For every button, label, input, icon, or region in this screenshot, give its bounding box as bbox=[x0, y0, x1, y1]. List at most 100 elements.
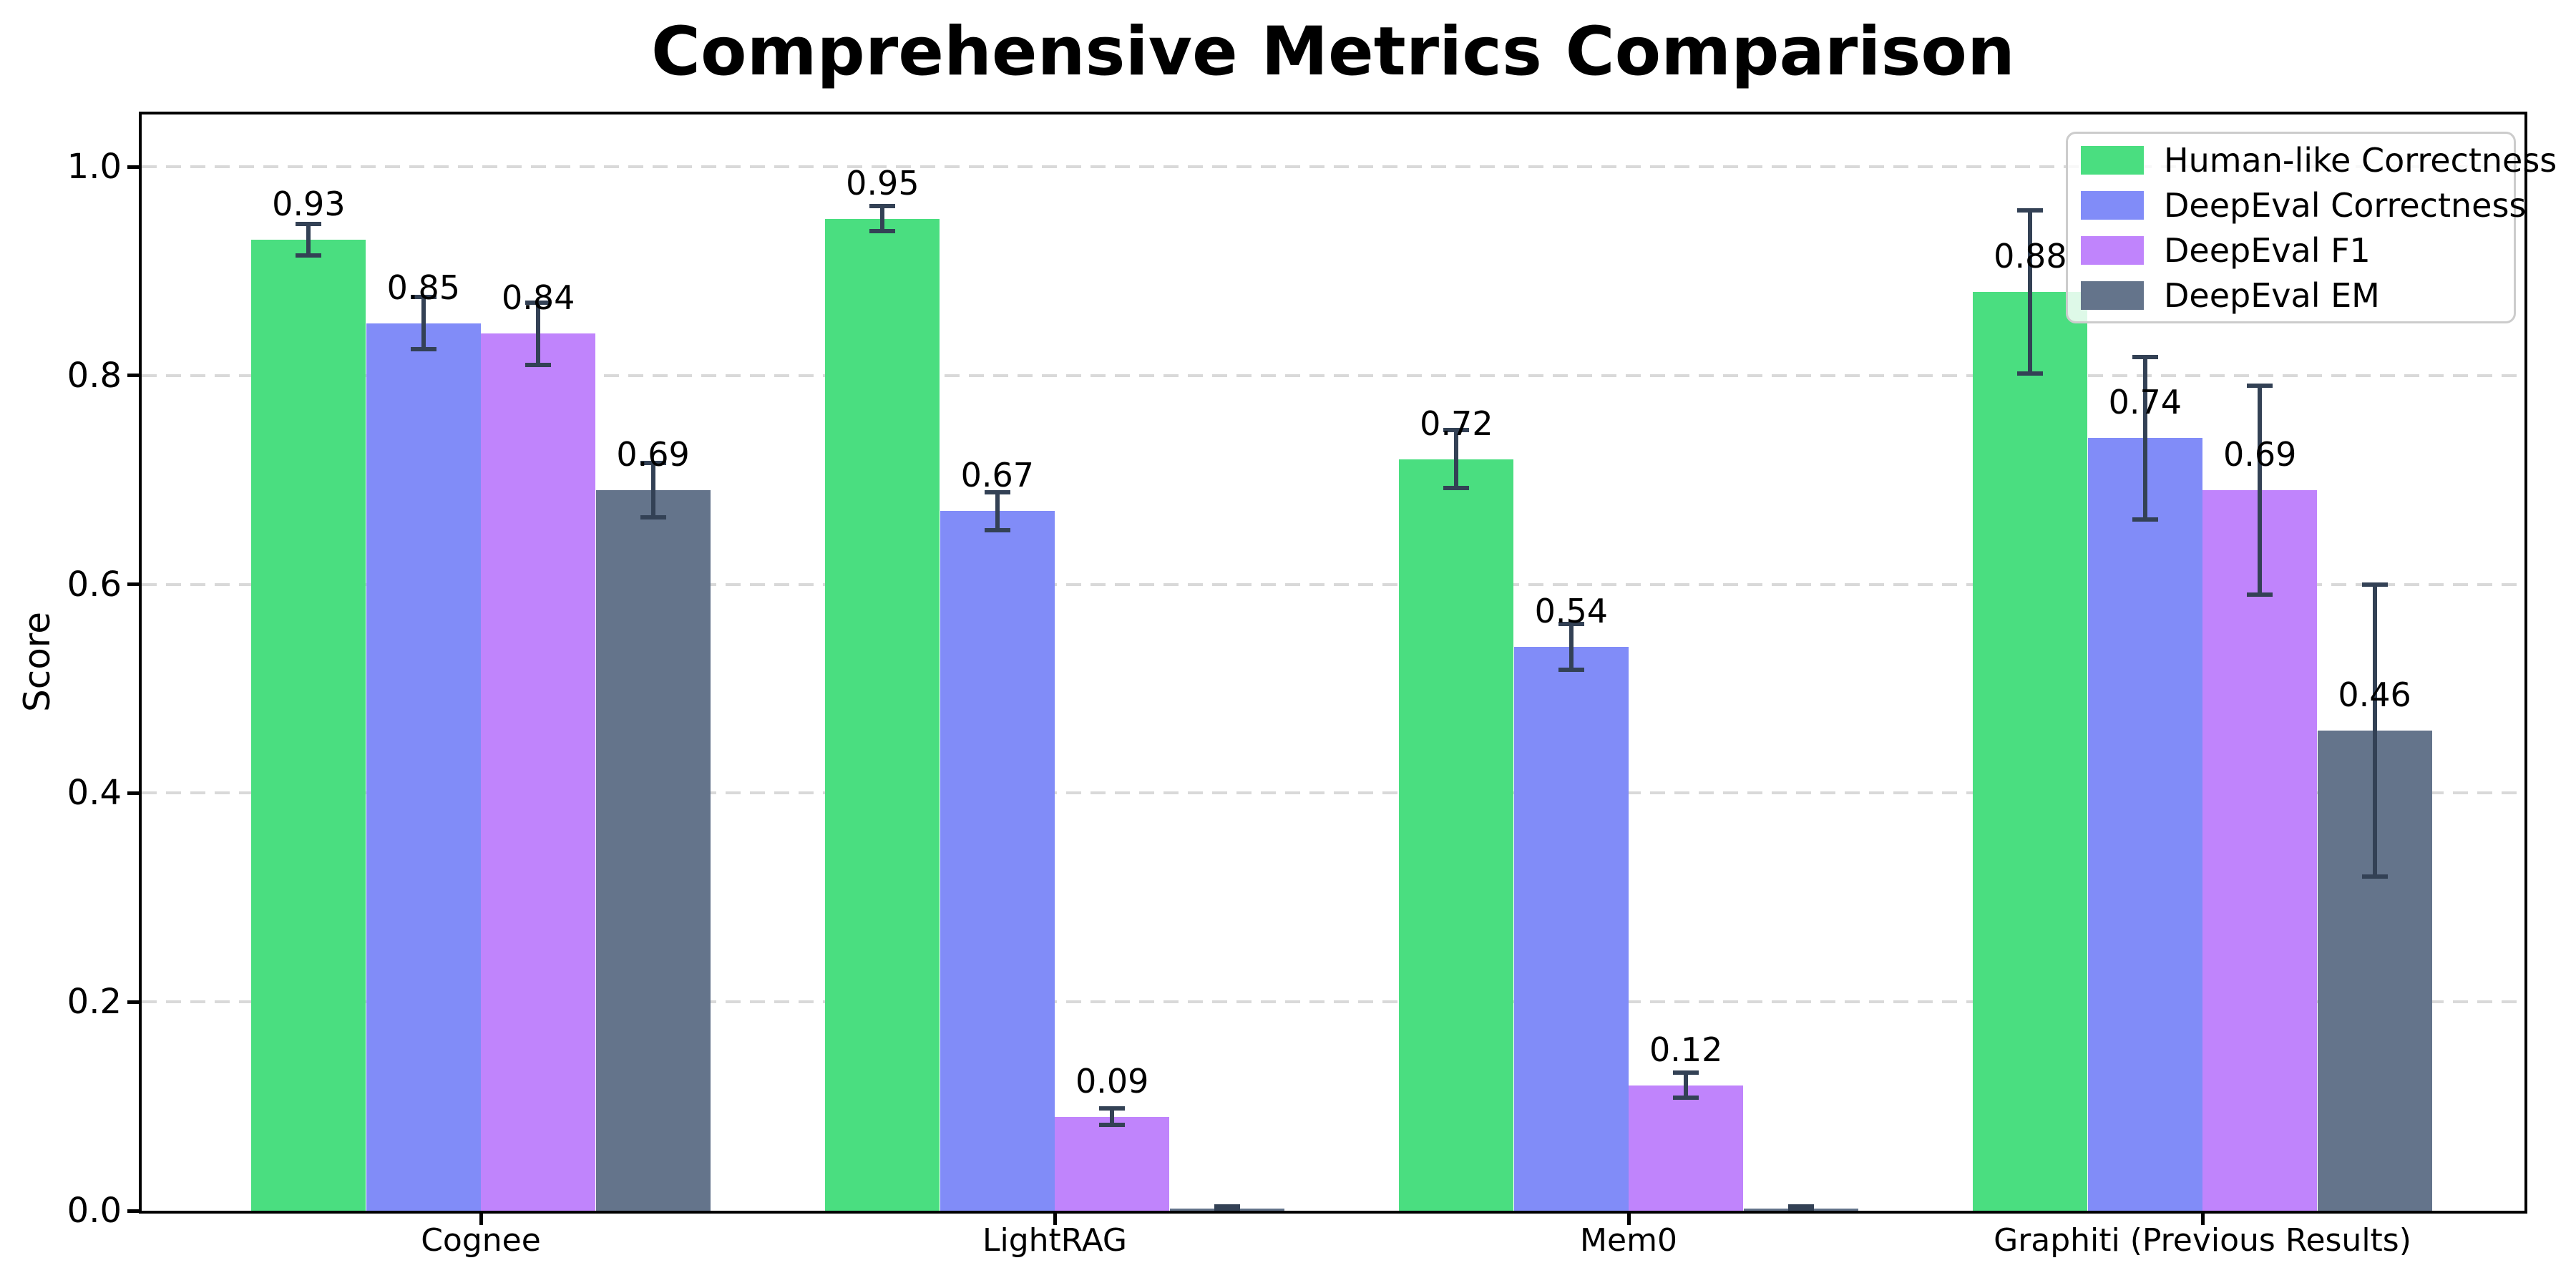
y-tick-1.0 bbox=[127, 165, 142, 169]
axis-spine-right bbox=[2524, 112, 2527, 1214]
error-cap-top-DeepEval Correctness-Cognee bbox=[410, 295, 436, 300]
error-bar-DeepEval Correctness-Cognee bbox=[421, 297, 426, 350]
bar-DeepEval EM-Cognee bbox=[595, 490, 711, 1211]
error-cap-bottom-Human-like Correctness-LightRAG bbox=[869, 229, 896, 234]
error-cap-top-DeepEval Correctness-Graphiti (Previous Results) bbox=[2132, 354, 2158, 359]
error-cap-bottom-DeepEval F1-LightRAG bbox=[1099, 1123, 1126, 1128]
error-bar-DeepEval F1-Mem0 bbox=[1684, 1073, 1689, 1098]
error-cap-bottom-Human-like Correctness-Cognee bbox=[296, 253, 322, 258]
error-cap-top-Human-like Correctness-LightRAG bbox=[869, 204, 896, 209]
bar-DeepEval Correctness-Cognee bbox=[366, 323, 481, 1211]
error-cap-top-Human-like Correctness-Cognee bbox=[296, 222, 322, 227]
error-cap-bottom-DeepEval Correctness-Mem0 bbox=[1558, 668, 1584, 673]
error-cap-top-DeepEval Correctness-Mem0 bbox=[1558, 622, 1584, 627]
legend-label-Human-like Correctness: Human-like Correctness bbox=[2164, 140, 2557, 180]
error-cap-bottom-Human-like Correctness-Graphiti (Previous Results) bbox=[2017, 371, 2044, 376]
legend: Human-like Correctness DeepEval Correctne… bbox=[2066, 132, 2557, 323]
legend-label-DeepEval EM: DeepEval EM bbox=[2164, 275, 2380, 315]
error-cap-top-DeepEval Correctness-LightRAG bbox=[984, 490, 1010, 495]
error-bar-DeepEval Correctness-Mem0 bbox=[1568, 624, 1574, 670]
bar-value-label-DeepEval EM-Cognee: 0.69 bbox=[616, 435, 690, 474]
legend-row-DeepEval Correctness: DeepEval Correctness bbox=[2068, 182, 2526, 228]
error-cap-bottom-DeepEval EM-Graphiti (Previous Results) bbox=[2361, 874, 2388, 879]
bar-value-label-DeepEval Correctness-Cognee: 0.85 bbox=[386, 268, 460, 307]
error-cap-bottom-DeepEval F1-Graphiti (Previous Results) bbox=[2247, 592, 2273, 597]
y-tick-label-0.6: 0.6 bbox=[67, 564, 122, 605]
axis-spine-bottom bbox=[139, 1211, 2527, 1214]
x-tick-Cognee bbox=[479, 1212, 483, 1225]
bar-value-label-Human-like Correctness-LightRAG: 0.95 bbox=[846, 163, 919, 203]
error-bar-DeepEval EM-Cognee bbox=[650, 463, 655, 518]
error-bar-Human-like Correctness-LightRAG bbox=[880, 206, 885, 232]
error-bar-DeepEval F1-LightRAG bbox=[1110, 1108, 1115, 1126]
x-tick-Graphiti (Previous Results) bbox=[2200, 1212, 2205, 1225]
x-tick-Mem0 bbox=[1626, 1212, 1631, 1225]
bar-Human-like Correctness-Cognee bbox=[251, 240, 366, 1211]
error-cap-bottom-DeepEval F1-Cognee bbox=[525, 363, 552, 368]
bar-value-label-DeepEval Correctness-Mem0: 0.54 bbox=[1534, 592, 1608, 631]
y-tick-0.4 bbox=[127, 791, 142, 795]
bar-DeepEval F1-Graphiti (Previous Results) bbox=[2202, 490, 2318, 1211]
error-cap-bottom-Human-like Correctness-Mem0 bbox=[1443, 486, 1470, 491]
error-cap-bottom-DeepEval EM-Cognee bbox=[640, 515, 666, 520]
bar-Human-like Correctness-Graphiti (Previous Results) bbox=[1973, 292, 2088, 1211]
bar-value-label-Human-like Correctness-Graphiti (Previous Results): 0.88 bbox=[1994, 237, 2067, 276]
legend-row-DeepEval F1: DeepEval F1 bbox=[2068, 228, 2514, 273]
gridline-1.0 bbox=[142, 165, 2524, 168]
legend-swatch-DeepEval EM bbox=[2081, 280, 2144, 310]
error-cap-top-DeepEval F1-Cognee bbox=[525, 300, 552, 305]
bar-value-label-DeepEval Correctness-LightRAG: 0.67 bbox=[960, 456, 1034, 495]
error-bar-Human-like Correctness-Cognee bbox=[306, 224, 311, 255]
bar-value-label-Human-like Correctness-Mem0: 0.72 bbox=[1420, 404, 1493, 443]
bar-value-label-DeepEval F1-LightRAG: 0.09 bbox=[1075, 1061, 1149, 1101]
y-tick-0.6 bbox=[127, 582, 142, 587]
error-cap-top-DeepEval F1-LightRAG bbox=[1099, 1106, 1126, 1111]
error-cap-top-Human-like Correctness-Graphiti (Previous Results) bbox=[2017, 208, 2044, 213]
legend-swatch-DeepEval F1 bbox=[2081, 235, 2144, 265]
legend-row-DeepEval EM: DeepEval EM bbox=[2068, 273, 2514, 318]
y-tick-0.8 bbox=[127, 374, 142, 378]
gridline-0.8 bbox=[142, 374, 2524, 377]
x-tick-label-Cognee: Cognee bbox=[421, 1222, 541, 1259]
bar-Human-like Correctness-LightRAG bbox=[825, 218, 940, 1211]
error-cap-bottom-DeepEval F1-Mem0 bbox=[1673, 1096, 1699, 1101]
bar-Human-like Correctness-Mem0 bbox=[1399, 459, 1514, 1211]
error-bar-Human-like Correctness-Graphiti (Previous Results) bbox=[2028, 210, 2033, 374]
bar-DeepEval Correctness-Mem0 bbox=[1513, 647, 1629, 1211]
bar-value-label-DeepEval F1-Cognee: 0.84 bbox=[501, 278, 575, 318]
legend-row-Human-like Correctness: Human-like Correctness bbox=[2068, 137, 2557, 182]
legend-swatch-DeepEval Correctness bbox=[2081, 190, 2144, 220]
bar-value-label-DeepEval EM-Graphiti (Previous Results): 0.46 bbox=[2338, 675, 2411, 714]
y-tick-label-0.4: 0.4 bbox=[67, 773, 122, 814]
chart-title: Comprehensive Metrics Comparison bbox=[651, 13, 2015, 91]
error-cap-top-DeepEval EM-Mem0 bbox=[1787, 1204, 1814, 1209]
error-cap-top-DeepEval F1-Graphiti (Previous Results) bbox=[2247, 384, 2273, 389]
y-tick-0.0 bbox=[127, 1209, 142, 1213]
bar-DeepEval F1-Mem0 bbox=[1629, 1085, 1744, 1211]
x-tick-label-LightRAG: LightRAG bbox=[982, 1222, 1128, 1259]
bar-value-label-DeepEval F1-Graphiti (Previous Results): 0.69 bbox=[2223, 435, 2297, 474]
y-tick-label-1.0: 1.0 bbox=[67, 147, 122, 187]
y-tick-label-0.8: 0.8 bbox=[67, 355, 122, 396]
y-tick-label-0.2: 0.2 bbox=[67, 982, 122, 1023]
y-axis-label: Score bbox=[16, 611, 58, 713]
legend-label-DeepEval F1: DeepEval F1 bbox=[2164, 230, 2371, 270]
x-tick-LightRAG bbox=[1053, 1212, 1057, 1225]
error-bar-Human-like Correctness-Mem0 bbox=[1454, 429, 1459, 489]
error-cap-bottom-DeepEval Correctness-Graphiti (Previous Results) bbox=[2132, 517, 2158, 522]
gridline-0.6 bbox=[142, 582, 2524, 586]
x-tick-label-Graphiti (Previous Results): Graphiti (Previous Results) bbox=[1994, 1222, 2411, 1259]
error-cap-top-DeepEval F1-Mem0 bbox=[1673, 1070, 1699, 1075]
y-tick-0.2 bbox=[127, 1000, 142, 1004]
bar-DeepEval Correctness-LightRAG bbox=[940, 511, 1055, 1211]
error-cap-top-Human-like Correctness-Mem0 bbox=[1443, 427, 1470, 432]
bar-DeepEval F1-Cognee bbox=[481, 333, 596, 1211]
error-cap-top-DeepEval EM-Cognee bbox=[640, 461, 666, 466]
error-cap-bottom-DeepEval Correctness-Cognee bbox=[410, 347, 436, 352]
error-bar-DeepEval Correctness-Graphiti (Previous Results) bbox=[2142, 356, 2147, 520]
y-tick-label-0.0: 0.0 bbox=[67, 1191, 122, 1231]
legend-swatch-Human-like Correctness bbox=[2081, 145, 2144, 175]
error-cap-top-DeepEval EM-Graphiti (Previous Results) bbox=[2361, 582, 2388, 587]
gridline-0.4 bbox=[142, 791, 2524, 795]
